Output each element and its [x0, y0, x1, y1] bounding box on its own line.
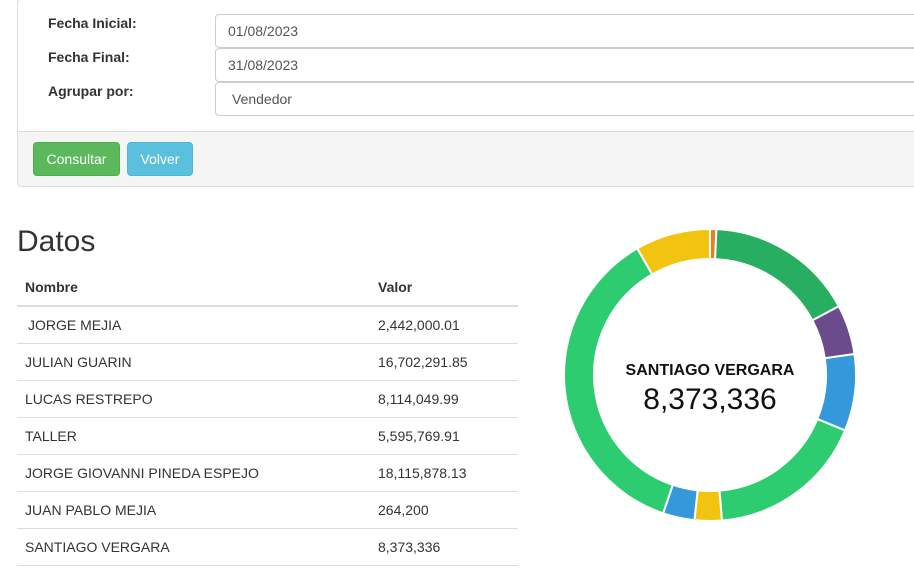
chart-center-value: 8,373,336	[643, 383, 776, 416]
section-title: Datos	[17, 225, 96, 258]
chart-slice-5[interactable]	[693, 489, 723, 522]
row-value: 8,114,049.99	[370, 380, 518, 418]
panel-footer: Consultar Volver	[18, 131, 914, 186]
chart-slice-1[interactable]	[714, 228, 841, 322]
table-row: JORGE MEJIA 2,442,000.01	[17, 306, 518, 344]
chart-slice-7[interactable]	[563, 247, 675, 515]
start-date-input[interactable]: 01/08/2023	[215, 14, 914, 48]
consultar-button[interactable]: Consultar	[33, 142, 120, 176]
chart-slice-8[interactable]	[635, 227, 711, 276]
row-name: JORGE MEJIA	[17, 306, 370, 344]
row-value: 5,595,769.91	[370, 417, 518, 455]
row-name: SANTIAGO VERGARA	[17, 528, 370, 566]
end-date-input[interactable]: 31/08/2023	[215, 48, 914, 82]
chart-slice-4[interactable]	[718, 417, 847, 522]
row-value: 16,702,291.85	[370, 343, 518, 381]
data-table: Nombre Valor JORGE MEJIA 2,442,000.01 JU…	[17, 268, 518, 566]
row-name: LUCAS RESTREPO	[17, 380, 370, 418]
table-row: JORGE GIOVANNI PINEDA ESPEJO 18,115,878.…	[17, 454, 518, 492]
doughnut-chart[interactable]: SANTIAGO VERGARA 8,373,336	[560, 226, 860, 526]
table-row: TALLER 5,595,769.91	[17, 417, 518, 455]
row-name: JORGE GIOVANNI PINEDA ESPEJO	[17, 454, 370, 492]
chart-slice-3[interactable]	[816, 352, 857, 432]
start-date-row: Fecha Inicial: 01/08/2023	[18, 14, 914, 48]
row-value: 264,200	[370, 491, 518, 529]
group-by-label: Agrupar por:	[48, 83, 134, 99]
end-date-label: Fecha Final:	[48, 49, 130, 65]
start-date-label: Fecha Inicial:	[48, 15, 137, 31]
volver-button[interactable]: Volver	[127, 142, 193, 176]
group-by-select[interactable]: Vendedor	[215, 82, 914, 116]
end-date-row: Fecha Final: 31/08/2023	[18, 48, 914, 82]
header-nombre: Nombre	[17, 268, 370, 307]
group-by-row: Agrupar por: Vendedor	[18, 82, 914, 116]
table-row: JUAN PABLO MEJIA 264,200	[17, 491, 518, 529]
row-value: 8,373,336	[370, 528, 518, 566]
row-value: 18,115,878.13	[370, 454, 518, 492]
table-row: LUCAS RESTREPO 8,114,049.99	[17, 380, 518, 418]
row-value: 2,442,000.01	[370, 306, 518, 344]
table-row: JULIAN GUARIN 16,702,291.85	[17, 343, 518, 381]
row-name: JULIAN GUARIN	[17, 343, 370, 381]
chart-center-label: SANTIAGO VERGARA	[626, 362, 795, 379]
doughnut-chart-svg: SANTIAGO VERGARA 8,373,336	[563, 227, 857, 522]
table-row: SANTIAGO VERGARA 8,373,336	[17, 528, 518, 566]
row-name: TALLER	[17, 417, 370, 455]
table-header-row: Nombre Valor	[17, 268, 518, 307]
row-name: JUAN PABLO MEJIA	[17, 491, 370, 529]
header-valor: Valor	[370, 268, 518, 307]
filter-panel: Fecha Inicial: 01/08/2023 Fecha Final: 3…	[17, 0, 914, 187]
